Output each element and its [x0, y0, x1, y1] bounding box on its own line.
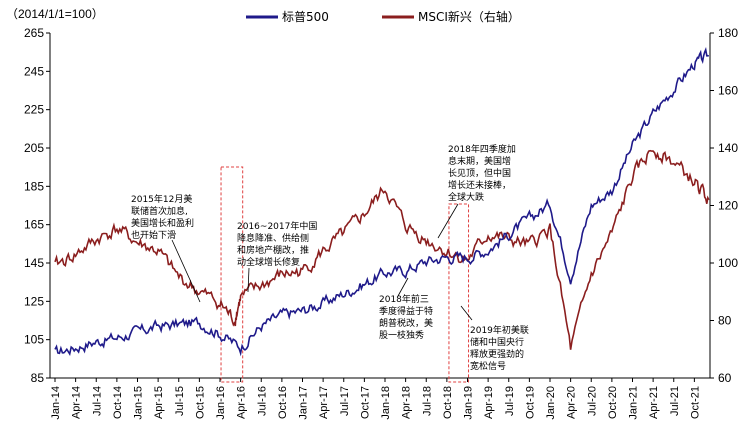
left-tick-label: 245: [24, 64, 44, 78]
annotation-2015-line-2: 联储首次加息,: [131, 205, 188, 217]
annotation-2016: 2016~2017年中国 降息降准、供给侧 和房地产棚改，推 动全球增长修复: [237, 220, 317, 268]
annotation-2018a-line-3: 朗普税改，美: [379, 317, 433, 329]
annotation-2015-line-3: 美国增长和盈利: [131, 217, 194, 229]
x-tick-label: Jul-15: [174, 386, 186, 416]
arrow-2016: [247, 267, 250, 293]
x-tick-label: Jan-15: [133, 386, 145, 420]
x-tick-label: Oct-21: [689, 386, 701, 419]
legend: 标普500 MSCI新兴（右轴）: [246, 9, 520, 24]
left-tick-label: 125: [24, 294, 44, 308]
arrow-2019: [460, 305, 473, 321]
annotation-2019: 2019年初美联 储和中国央行 释放更强劲的 宽松信号: [470, 324, 529, 372]
left-tick-label: 225: [24, 103, 44, 117]
left-tick-label: 165: [24, 218, 44, 232]
x-tick-label: Apr-14: [71, 386, 83, 419]
annotation-2018a-line-1: 2018年前三: [379, 293, 429, 305]
annotation-2018b-line-4: 增长还未接棒，: [448, 179, 511, 191]
x-tick-label: Oct-16: [277, 386, 289, 419]
x-tick-label: Jan-19: [463, 386, 475, 420]
annotation-2018a-line-4: 股一枝独秀: [379, 329, 424, 341]
x-tick-label: Apr-18: [401, 386, 413, 419]
x-tick-label: Jul-16: [256, 386, 268, 416]
x-tick-label: Jul-21: [669, 386, 681, 416]
annotation-2018b-line-3: 长见顶，但中国: [448, 167, 511, 179]
arrow-2018-q4: [437, 203, 459, 239]
right-axis-ticks: 60 80 100 120 140 160 180: [710, 26, 738, 385]
left-tick-label: 105: [24, 333, 44, 347]
x-tick-label: Oct-15: [194, 386, 206, 419]
highlight-boxes: [220, 166, 470, 383]
annotation-2018b-line-2: 息末期，美国增: [448, 155, 511, 167]
right-tick-label: 180: [718, 26, 738, 40]
right-tick-label: 60: [718, 371, 732, 385]
x-tick-label: Jan-17: [298, 386, 310, 420]
x-tick-label: Oct-18: [442, 386, 454, 419]
legend-label-sp500: 标普500: [282, 10, 329, 24]
x-tick-label: Apr-16: [236, 386, 248, 419]
right-tick-label: 140: [718, 141, 738, 155]
annotation-2015: 2015年12月美 联储首次加息, 美国增长和盈利 也开始下滑: [131, 193, 194, 241]
legend-label-msci: MSCI新兴（右轴）: [418, 9, 520, 24]
annotation-2019-line-1: 2019年初美联: [470, 324, 529, 336]
series-line-sp500: [54, 46, 710, 357]
x-tick-label: Apr-19: [483, 386, 495, 419]
annotation-2016-line-4: 动全球增长修复: [237, 256, 300, 268]
x-tick-label: Apr-17: [318, 386, 330, 419]
x-tick-label: Jul-20: [586, 386, 598, 416]
right-tick-label: 80: [718, 314, 732, 328]
left-tick-label: 205: [24, 141, 44, 155]
left-axis-ticks: 85 105 125 145 165 185 205 225 245 265: [24, 26, 50, 385]
x-tick-label: Jul-19: [504, 386, 516, 416]
right-tick-label: 160: [718, 84, 738, 98]
annotation-2018a-line-2: 季度得益于特: [379, 305, 433, 317]
annotation-2018b-line-1: 2018年四季度加: [448, 143, 516, 155]
series-line-msci: [54, 149, 710, 350]
x-tick-label: Oct-14: [112, 386, 124, 419]
annotation-arrows: [171, 203, 473, 321]
x-tick-label: Jul-14: [91, 386, 103, 416]
x-tick-label: Oct-20: [607, 386, 619, 419]
x-tick-label: Jan-16: [215, 386, 227, 420]
unit-label: （2014/1/1=100）: [6, 7, 104, 21]
left-tick-label: 85: [31, 371, 45, 385]
annotation-2019-line-2: 储和中国央行: [470, 336, 524, 348]
x-tick-label: Apr-20: [566, 386, 578, 419]
highlight-box: [448, 203, 470, 383]
arrow-2018-q1q3: [397, 277, 409, 297]
x-tick-label: Jul-17: [339, 386, 351, 416]
right-tick-label: 120: [718, 199, 738, 213]
arrow-2015: [171, 239, 201, 303]
x-tick-label: Apr-15: [153, 386, 165, 419]
left-tick-label: 185: [24, 179, 44, 193]
annotation-2018b-line-5: 全球大跌: [448, 191, 484, 203]
annotation-2016-line-2: 降息降准、供给侧: [237, 232, 309, 244]
x-tick-label: Jan-18: [380, 386, 392, 420]
highlight-box: [220, 166, 244, 383]
x-tick-label: Jan-20: [545, 386, 557, 420]
left-tick-label: 145: [24, 256, 44, 270]
annotation-2015-line-4: 也开始下滑: [131, 229, 176, 241]
x-tick-label: Jan-14: [50, 386, 62, 420]
right-tick-label: 100: [718, 256, 738, 270]
annotation-2016-line-3: 和房地产棚改，推: [237, 244, 309, 256]
x-tick-label: Jul-18: [421, 386, 433, 416]
x-axis-ticks: Jan-14 Apr-14 Jul-14 Oct-14 Jan-15 Apr-15 Jul-…: [50, 378, 701, 420]
x-tick-label: Oct-17: [359, 386, 371, 419]
x-tick-label: Jan-21: [628, 386, 640, 420]
annotation-2019-line-3: 释放更强劲的: [470, 348, 524, 360]
left-tick-label: 265: [24, 26, 44, 40]
annotation-2018-q1q3: 2018年前三 季度得益于特 朗普税改，美 股一枝独秀: [379, 293, 433, 341]
annotation-2015-line-1: 2015年12月美: [131, 193, 192, 205]
x-tick-label: Apr-21: [648, 386, 660, 419]
annotation-2018-q4: 2018年四季度加 息末期，美国增 长见顶，但中国 增长还未接棒， 全球大跌: [448, 143, 516, 203]
annotation-2019-line-4: 宽松信号: [470, 360, 506, 372]
annotation-2016-line-1: 2016~2017年中国: [237, 220, 317, 232]
x-tick-label: Oct-19: [524, 386, 536, 419]
